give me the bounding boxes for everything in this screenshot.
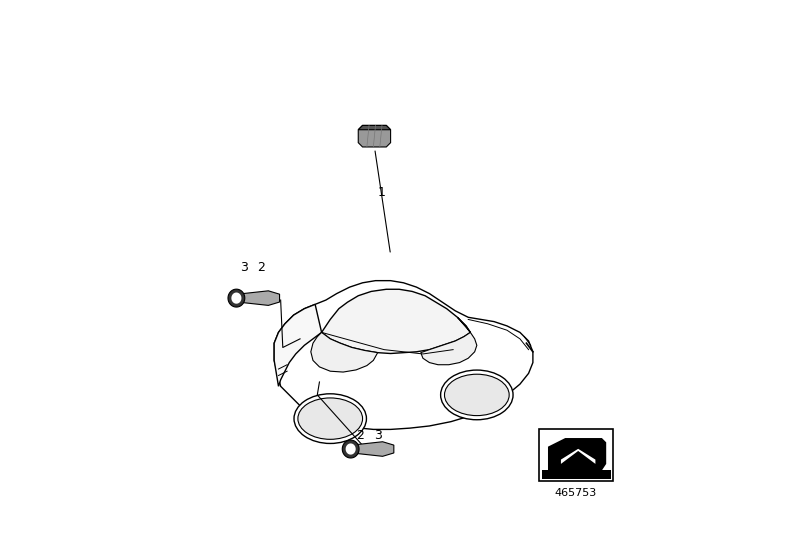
Polygon shape xyxy=(358,125,390,130)
Polygon shape xyxy=(548,438,606,470)
Polygon shape xyxy=(274,305,322,386)
Polygon shape xyxy=(542,470,610,479)
Text: 3: 3 xyxy=(240,261,248,274)
Polygon shape xyxy=(238,291,279,305)
Polygon shape xyxy=(358,125,390,147)
Polygon shape xyxy=(561,449,595,464)
Polygon shape xyxy=(352,442,394,456)
Polygon shape xyxy=(228,289,245,307)
Ellipse shape xyxy=(294,394,366,444)
Ellipse shape xyxy=(298,398,362,440)
Text: 2: 2 xyxy=(258,261,265,274)
Text: 2: 2 xyxy=(357,430,364,442)
Polygon shape xyxy=(346,444,356,455)
Polygon shape xyxy=(311,333,378,372)
Text: 3: 3 xyxy=(374,430,382,442)
Ellipse shape xyxy=(441,370,513,420)
Text: 465753: 465753 xyxy=(555,488,597,498)
Ellipse shape xyxy=(445,374,509,416)
Polygon shape xyxy=(421,318,477,365)
Polygon shape xyxy=(231,292,242,304)
Polygon shape xyxy=(322,290,470,353)
Polygon shape xyxy=(539,430,613,481)
Polygon shape xyxy=(342,440,359,458)
Text: 1: 1 xyxy=(378,186,386,199)
Polygon shape xyxy=(274,281,533,430)
